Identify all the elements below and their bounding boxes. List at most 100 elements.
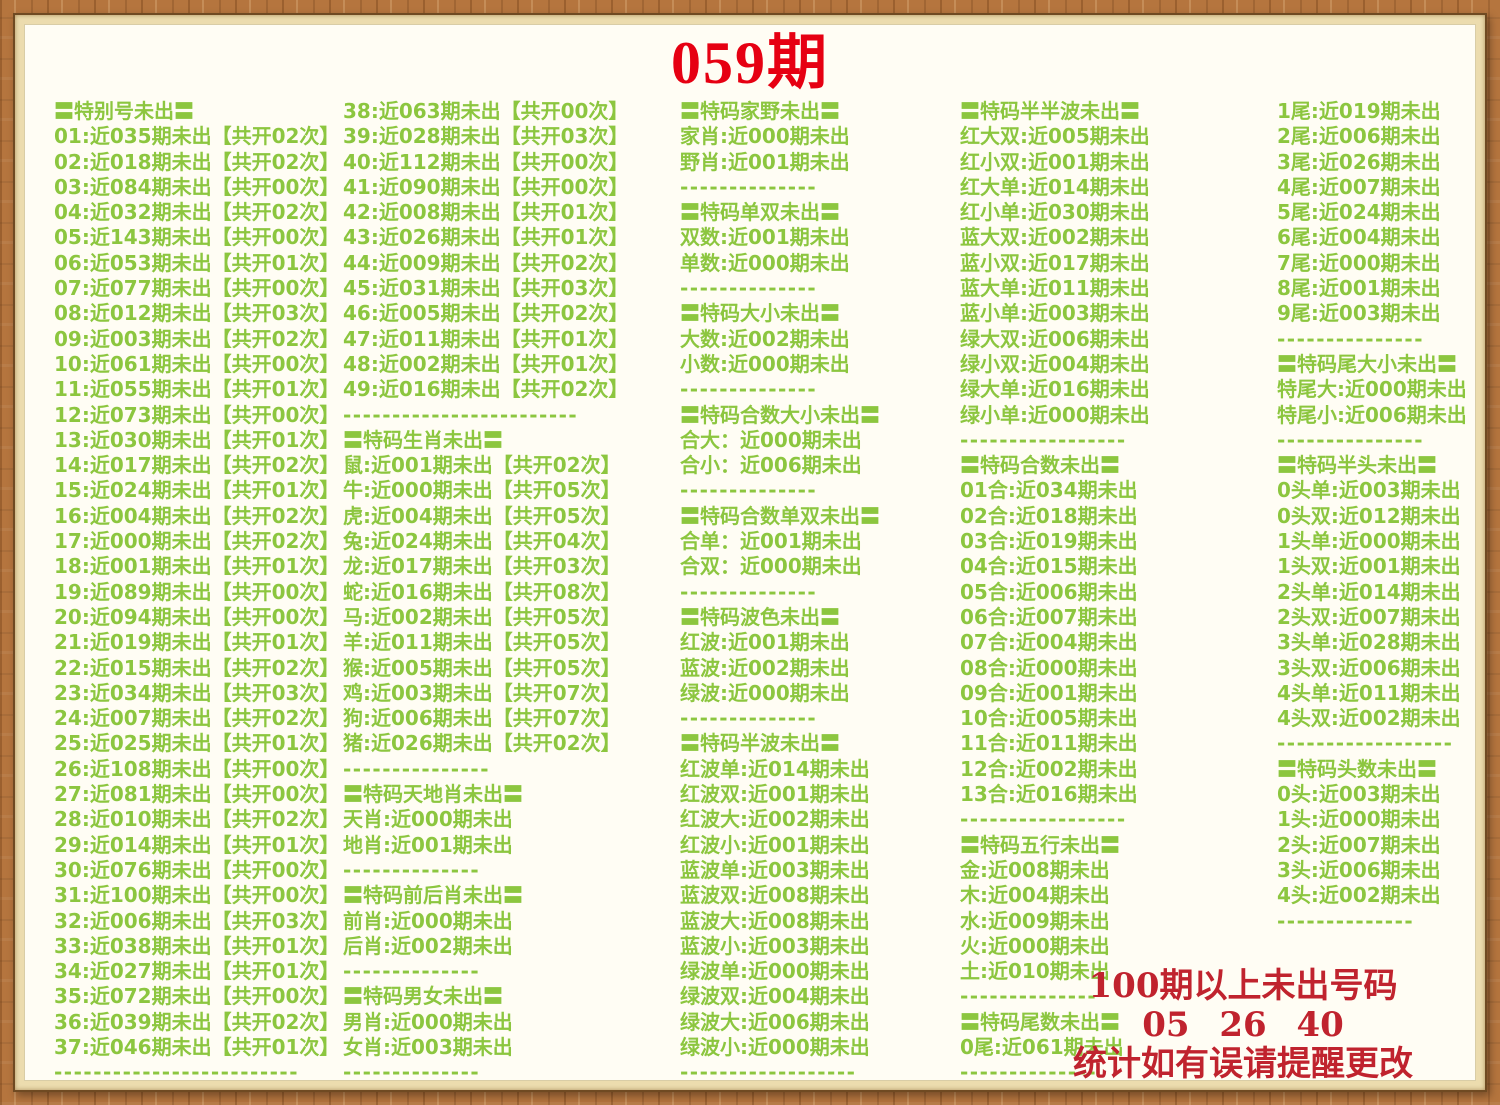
- stat-line: 野肖:近001期未出: [680, 149, 850, 174]
- stat-line: 7尾:近000期未出: [1277, 250, 1441, 275]
- stat-line: 红大单:近014期未出: [960, 174, 1150, 199]
- stat-line: 2头:近007期未出: [1277, 832, 1441, 857]
- page: 059期 〓特别号未出〓 01:近035期未出【共开02次】 02:近018期未出【…: [24, 24, 1476, 1081]
- stat-line: 06:近053期未出【共开01次】: [54, 250, 340, 275]
- stat-line: 28:近010期未出【共开02次】: [54, 807, 340, 832]
- stat-line: 03合:近019期未出: [960, 529, 1138, 554]
- separator: --------------: [680, 478, 818, 503]
- stat-line: 20:近094期未出【共开00次】: [54, 604, 340, 629]
- stat-line: 羊:近011期未出【共开05次】: [343, 630, 621, 655]
- stat-line: 4头双:近002期未出: [1277, 706, 1461, 731]
- stat-line: 蓝大双:近002期未出: [960, 225, 1150, 250]
- footer-note-numbers: 05 26 40: [1142, 1005, 1344, 1045]
- stat-line: 3尾:近026期未出: [1277, 149, 1441, 174]
- section-header: 〓特码五行未出〓: [960, 832, 1120, 857]
- stat-line: 绿波双:近004期未出: [680, 984, 870, 1009]
- stat-line: 家肖:近000期未出: [680, 124, 850, 149]
- separator: --------------: [343, 1060, 481, 1081]
- separator: ------------------------: [343, 402, 579, 427]
- stat-line: 天肖:近000期未出: [343, 807, 513, 832]
- stat-line: 32:近006期未出【共开03次】: [54, 908, 340, 933]
- section-header: 〓特码单双未出〓: [680, 200, 840, 225]
- stat-line: 04合:近015期未出: [960, 554, 1138, 579]
- section-header: 〓特码合数未出〓: [960, 453, 1120, 478]
- stat-line: 绿大双:近006期未出: [960, 326, 1150, 351]
- section-header: 〓特码半头未出〓: [1277, 453, 1437, 478]
- stat-line: 29:近014期未出【共开01次】: [54, 832, 340, 857]
- stat-line: 鸡:近003期未出【共开07次】: [343, 680, 621, 705]
- stat-line: 07:近077期未出【共开00次】: [54, 276, 340, 301]
- stat-line: 5尾:近024期未出: [1277, 200, 1441, 225]
- section-header: 〓特别号未出〓: [54, 99, 194, 123]
- stat-line: 猴:近005期未出【共开05次】: [343, 655, 621, 680]
- separator: --------------: [680, 377, 818, 402]
- stat-line: 30:近076期未出【共开00次】: [54, 857, 340, 882]
- separator: --------------: [680, 706, 818, 731]
- stat-line: 08:近012期未出【共开03次】: [54, 301, 340, 326]
- stat-line: 特尾大:近000期未出: [1277, 377, 1467, 402]
- stat-line: 鼠:近001期未出【共开02次】: [343, 453, 621, 478]
- section-header: 〓特码半波未出〓: [680, 731, 840, 756]
- stat-line: 红波:近001期未出: [680, 630, 850, 655]
- stat-line: 女肖:近003期未出: [343, 1034, 513, 1059]
- section-header: 〓特码尾大小未出〓: [1277, 351, 1457, 376]
- section-header: 〓特码前后肖未出〓: [343, 883, 523, 908]
- stat-line: 49:近016期未出【共开02次】: [343, 377, 629, 402]
- stat-line: 02合:近018期未出: [960, 503, 1138, 528]
- stat-line: 23:近034期未出【共开03次】: [54, 680, 340, 705]
- stat-line: 31:近100期未出【共开00次】: [54, 883, 340, 908]
- stat-line: 11合:近011期未出: [960, 731, 1138, 756]
- stat-line: 43:近026期未出【共开01次】: [343, 225, 629, 250]
- separator: ------------------: [680, 1060, 857, 1081]
- stat-line: 蛇:近016期未出【共开08次】: [343, 579, 621, 604]
- section-header: 〓特码尾数未出〓: [960, 1009, 1120, 1034]
- stat-line: 40:近112期未出【共开00次】: [343, 149, 629, 174]
- frame-mat: 059期 〓特别号未出〓 01:近035期未出【共开02次】 02:近018期未出【…: [13, 13, 1487, 1092]
- stat-line: 11:近055期未出【共开01次】: [54, 377, 340, 402]
- stat-line: 蓝波大:近008期未出: [680, 908, 870, 933]
- stat-line: 兔:近024期未出【共开04次】: [343, 529, 621, 554]
- stat-line: 06合:近007期未出: [960, 604, 1138, 629]
- footer-note-line: 统计如有误请提醒更改: [1073, 1044, 1413, 1081]
- stat-line: 38:近063期未出【共开00次】: [343, 99, 629, 123]
- stat-line: 45:近031期未出【共开03次】: [343, 276, 629, 301]
- stat-line: 39:近028期未出【共开03次】: [343, 124, 629, 149]
- stat-line: 48:近002期未出【共开01次】: [343, 351, 629, 376]
- stat-line: 木:近004期未出: [960, 883, 1110, 908]
- section-header: 〓特码家野未出〓: [680, 99, 840, 123]
- stat-line: 狗:近006期未出【共开07次】: [343, 706, 621, 731]
- stat-line: 09:近003期未出【共开02次】: [54, 326, 340, 351]
- stat-line: 红波双:近001期未出: [680, 782, 870, 807]
- section-header: 〓特码大小未出〓: [680, 301, 840, 326]
- stat-line: 2头单:近014期未出: [1277, 579, 1461, 604]
- stat-line: 蓝波:近002期未出: [680, 655, 850, 680]
- stat-line: 10合:近005期未出: [960, 706, 1138, 731]
- separator: --------------: [680, 579, 818, 604]
- stat-line: 3头单:近028期未出: [1277, 630, 1461, 655]
- stat-line: 44:近009期未出【共开02次】: [343, 250, 629, 275]
- stat-line: 2头双:近007期未出: [1277, 604, 1461, 629]
- stat-line: 6尾:近004期未出: [1277, 225, 1441, 250]
- stat-column-5: 1尾:近019期未出 2尾:近006期未出 3尾:近026期未出 4尾:近007期未出…: [1277, 99, 1467, 934]
- stat-line: 后肖:近002期未出: [343, 933, 513, 958]
- stat-line: 猪:近026期未出【共开02次】: [343, 731, 621, 756]
- stat-line: 马:近002期未出【共开05次】: [343, 604, 621, 629]
- stat-line: 18:近001期未出【共开01次】: [54, 554, 340, 579]
- stat-line: 合单：近001期未出: [680, 529, 862, 554]
- stat-line: 合双：近000期未出: [680, 554, 862, 579]
- stat-line: 08合:近000期未出: [960, 655, 1138, 680]
- stat-line: 14:近017期未出【共开02次】: [54, 453, 340, 478]
- stat-line: 4尾:近007期未出: [1277, 174, 1441, 199]
- stat-line: 火:近000期未出: [960, 933, 1110, 958]
- stat-line: 单数:近000期未出: [680, 250, 850, 275]
- footer-note-line: 100期以上未出号码: [1088, 966, 1398, 1006]
- stat-line: 绿小单:近000期未出: [960, 402, 1150, 427]
- stat-column-3: 〓特码家野未出〓 家肖:近000期未出 野肖:近001期未出 ------------…: [680, 99, 880, 1081]
- stat-line: 05:近143期未出【共开00次】: [54, 225, 340, 250]
- stat-line: 4头单:近011期未出: [1277, 680, 1461, 705]
- stat-line: 16:近004期未出【共开02次】: [54, 503, 340, 528]
- stat-line: 土:近010期未出: [960, 959, 1110, 984]
- stat-line: 22:近015期未出【共开02次】: [54, 655, 340, 680]
- stat-line: 09合:近001期未出: [960, 680, 1138, 705]
- stat-line: 46:近005期未出【共开02次】: [343, 301, 629, 326]
